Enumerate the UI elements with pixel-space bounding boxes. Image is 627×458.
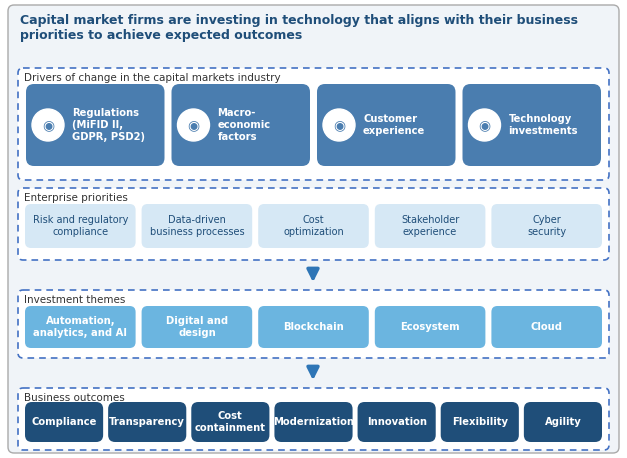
Text: Innovation: Innovation (367, 417, 426, 427)
Text: Agility: Agility (545, 417, 581, 427)
FancyBboxPatch shape (108, 402, 186, 442)
FancyBboxPatch shape (492, 204, 602, 248)
FancyBboxPatch shape (492, 306, 602, 348)
Text: ◉: ◉ (478, 118, 490, 132)
FancyBboxPatch shape (357, 402, 436, 442)
Circle shape (32, 109, 64, 141)
Text: Business outcomes: Business outcomes (24, 393, 125, 403)
Circle shape (468, 109, 500, 141)
FancyBboxPatch shape (18, 290, 609, 358)
Text: ◉: ◉ (187, 118, 199, 132)
Text: Risk and regulatory
compliance: Risk and regulatory compliance (33, 215, 128, 237)
FancyBboxPatch shape (375, 204, 485, 248)
FancyBboxPatch shape (142, 204, 252, 248)
Text: Blockchain: Blockchain (283, 322, 344, 332)
Text: ◉: ◉ (333, 118, 345, 132)
Text: Enterprise priorities: Enterprise priorities (24, 193, 128, 203)
Circle shape (323, 109, 355, 141)
Text: ◉: ◉ (42, 118, 54, 132)
FancyBboxPatch shape (375, 306, 485, 348)
FancyBboxPatch shape (441, 402, 519, 442)
FancyBboxPatch shape (18, 388, 609, 450)
Text: Drivers of change in the capital markets industry: Drivers of change in the capital markets… (24, 73, 281, 83)
FancyBboxPatch shape (258, 306, 369, 348)
Circle shape (177, 109, 209, 141)
Text: Flexibility: Flexibility (452, 417, 508, 427)
Text: Ecosystem: Ecosystem (400, 322, 460, 332)
Text: Digital and
design: Digital and design (166, 316, 228, 338)
Text: Modernization: Modernization (273, 417, 354, 427)
Text: Regulations
(MiFID II,
GDPR, PSD2): Regulations (MiFID II, GDPR, PSD2) (72, 109, 145, 142)
FancyBboxPatch shape (25, 306, 135, 348)
Text: Transparency: Transparency (109, 417, 185, 427)
Text: Cloud: Cloud (530, 322, 562, 332)
FancyBboxPatch shape (191, 402, 270, 442)
FancyBboxPatch shape (18, 68, 609, 180)
Text: Customer
experience: Customer experience (363, 114, 425, 136)
Text: Cost
optimization: Cost optimization (283, 215, 344, 237)
FancyBboxPatch shape (275, 402, 352, 442)
FancyBboxPatch shape (25, 402, 103, 442)
Text: Automation,
analytics, and AI: Automation, analytics, and AI (33, 316, 127, 338)
FancyBboxPatch shape (317, 84, 455, 166)
Text: Macro-
economic
factors: Macro- economic factors (218, 109, 271, 142)
FancyBboxPatch shape (8, 5, 619, 453)
Text: Capital market firms are investing in technology that aligns with their business: Capital market firms are investing in te… (20, 14, 578, 42)
FancyBboxPatch shape (463, 84, 601, 166)
Text: Cost
containment: Cost containment (195, 411, 266, 433)
Text: Technology
investments: Technology investments (508, 114, 578, 136)
Text: Compliance: Compliance (31, 417, 97, 427)
Text: Data-driven
business processes: Data-driven business processes (150, 215, 244, 237)
FancyBboxPatch shape (142, 306, 252, 348)
Text: Investment themes: Investment themes (24, 295, 125, 305)
FancyBboxPatch shape (172, 84, 310, 166)
Text: Cyber
security: Cyber security (527, 215, 566, 237)
FancyBboxPatch shape (18, 188, 609, 260)
FancyBboxPatch shape (25, 204, 135, 248)
Text: Stakeholder
experience: Stakeholder experience (401, 215, 459, 237)
FancyBboxPatch shape (524, 402, 602, 442)
FancyBboxPatch shape (26, 84, 164, 166)
FancyBboxPatch shape (258, 204, 369, 248)
